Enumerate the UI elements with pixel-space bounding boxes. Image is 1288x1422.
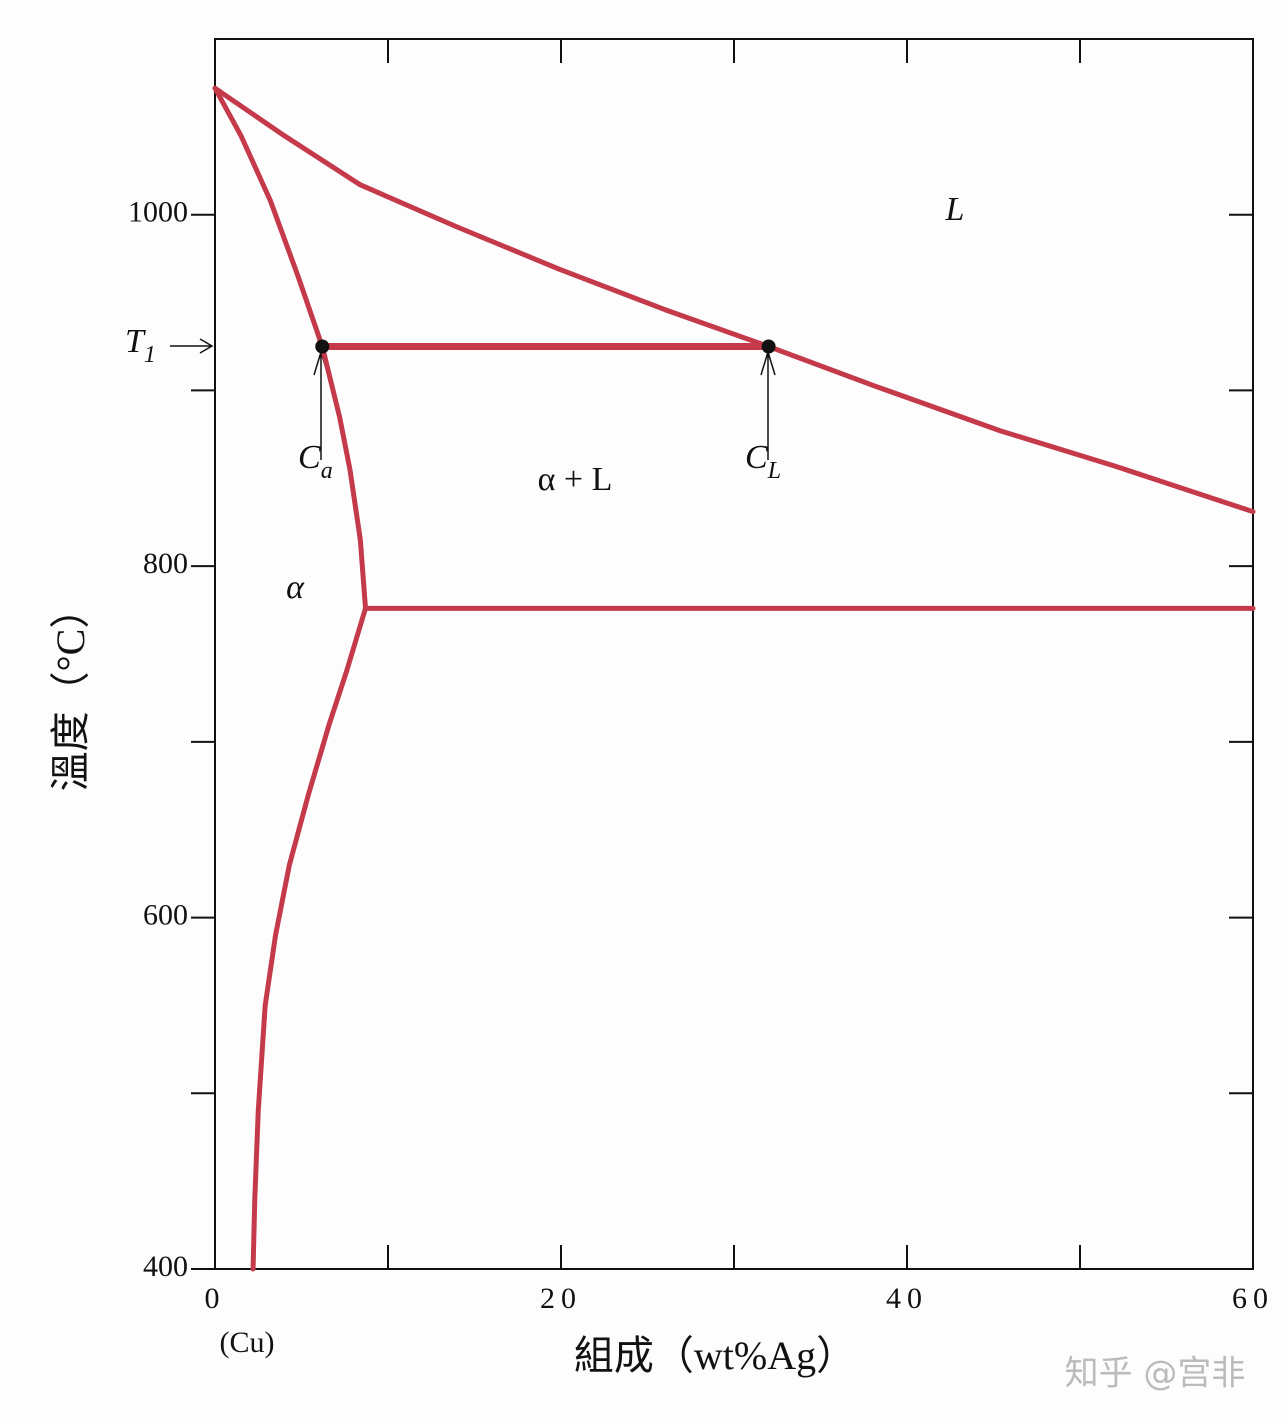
- tie-point: [315, 339, 330, 354]
- annotation: α + L: [538, 461, 613, 498]
- x-tick-label: 20: [540, 1282, 582, 1315]
- x-axis-label: 組成（wt%Ag）: [574, 1333, 856, 1378]
- x-origin-note: (Cu): [220, 1326, 275, 1359]
- phase-boundary: [250, 605, 369, 1272]
- tie-point: [761, 339, 776, 354]
- annotation-text: T: [125, 323, 146, 360]
- annotation-subscript: L: [767, 458, 781, 484]
- annotation: α: [286, 569, 305, 606]
- annotation-text: α: [286, 569, 305, 606]
- x-tick-label: 0: [205, 1282, 226, 1315]
- annotation: Ca: [298, 439, 333, 484]
- phase-boundary: [212, 85, 1256, 515]
- y-tick-label: 1000: [128, 196, 188, 229]
- annotation: CL: [745, 439, 781, 484]
- annotation: T1: [125, 323, 156, 368]
- y-tick-label: 800: [143, 547, 188, 580]
- x-tick-label: 40: [886, 1282, 928, 1315]
- y-axis-label: 溫度（°C）: [48, 589, 93, 792]
- y-tick-label: 600: [143, 898, 188, 931]
- annotation-text: L: [945, 191, 965, 228]
- watermark: 知乎 @宫非: [1065, 1354, 1246, 1394]
- annotation-text: C: [298, 439, 321, 476]
- annotation-text: α + L: [538, 461, 613, 498]
- y-tick-label: 400: [143, 1250, 188, 1283]
- x-tick-label: 60: [1232, 1282, 1274, 1315]
- annotation-text: C: [745, 439, 768, 476]
- annotation-subscript: a: [321, 458, 333, 484]
- annotation: L: [945, 191, 965, 228]
- t1-arrow: [170, 338, 214, 354]
- annotation-subscript: 1: [144, 342, 156, 368]
